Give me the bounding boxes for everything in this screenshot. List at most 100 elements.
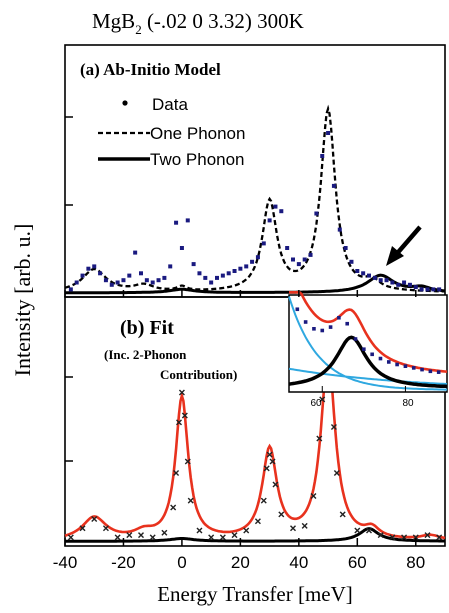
inset-data-point — [386, 360, 391, 364]
panel-b-note-line2: Contribution) — [160, 367, 237, 382]
data-point — [279, 209, 284, 214]
data-point — [79, 525, 86, 532]
data-point-stroke — [354, 527, 361, 534]
data-point — [102, 525, 109, 532]
data-point — [150, 280, 155, 285]
data-point — [226, 271, 231, 276]
figure-title: MgB2 (-.02 0 3.32) 300K — [92, 9, 304, 37]
data-point-stroke — [126, 532, 133, 539]
data-point — [260, 497, 267, 504]
data-point — [366, 527, 372, 534]
data-point — [191, 262, 196, 267]
data-point — [314, 211, 319, 216]
data-point — [372, 275, 377, 280]
data-point — [354, 527, 361, 534]
data-point — [244, 264, 249, 269]
data-point — [319, 396, 326, 403]
data-point — [109, 282, 114, 287]
data-point — [74, 280, 79, 285]
panel-b-frame — [64, 296, 446, 547]
data-point-stroke — [266, 451, 273, 458]
data-point — [187, 497, 194, 504]
data-point-stroke — [79, 525, 86, 532]
x-tick-label: -20 — [111, 553, 136, 572]
data-point — [114, 534, 121, 541]
data-point — [424, 532, 431, 539]
data-point — [269, 458, 276, 465]
data-point — [278, 511, 285, 518]
data-point-stroke — [138, 532, 144, 539]
data-point — [291, 257, 295, 262]
data-point — [67, 534, 74, 541]
inset-component-curve — [288, 296, 447, 391]
data-point — [436, 534, 443, 541]
inset-data-point — [303, 320, 308, 324]
data-point — [80, 273, 85, 278]
data-point-stroke — [269, 458, 276, 465]
data-point — [396, 282, 401, 287]
data-point — [402, 280, 407, 285]
data-point — [331, 183, 336, 188]
data-point — [413, 285, 418, 290]
panel-b-label: (b) Fit — [120, 317, 174, 339]
data-point — [139, 271, 143, 276]
legend-data-marker — [122, 100, 128, 106]
data-point — [127, 273, 132, 278]
data-point — [263, 465, 270, 472]
data-point — [238, 266, 243, 271]
data-point — [316, 435, 323, 442]
data-point-stroke — [184, 458, 191, 465]
data-point-stroke — [178, 389, 185, 396]
data-point — [273, 204, 278, 209]
data-point-stroke — [272, 481, 279, 488]
y-axis-label: Intensity [arb. u.] — [10, 224, 35, 377]
data-point — [285, 246, 290, 250]
data-point — [250, 259, 255, 264]
inset-data-point — [370, 352, 374, 357]
plot-a — [64, 104, 446, 295]
data-point — [355, 269, 360, 273]
data-point-stroke — [377, 532, 384, 539]
inset-data-point — [345, 321, 350, 326]
data-point — [133, 250, 138, 255]
data-point — [103, 278, 108, 283]
data-point — [184, 458, 191, 465]
data-point — [92, 264, 97, 269]
data-point — [185, 218, 190, 223]
data-point — [326, 131, 331, 135]
data-point — [126, 532, 133, 539]
data-point — [384, 278, 389, 283]
data-point — [407, 282, 412, 287]
data-point — [425, 287, 430, 292]
data-point — [431, 287, 436, 292]
data-point-stroke — [263, 465, 270, 472]
inset-data-point — [411, 366, 416, 370]
data-point — [174, 220, 179, 225]
data-point — [161, 529, 168, 536]
data-point-stroke — [366, 527, 372, 534]
data-point — [308, 252, 313, 257]
inset-data-point — [378, 356, 383, 361]
data-point — [91, 516, 98, 522]
data-point — [144, 278, 149, 283]
data-point-stroke — [243, 527, 250, 534]
legend: Data One Phonon Two Phonon — [98, 95, 245, 169]
inset-plot — [288, 291, 448, 392]
data-point — [378, 278, 383, 283]
data-point-stroke — [339, 511, 346, 518]
data-point-stroke — [176, 419, 182, 426]
data-point — [115, 280, 120, 285]
data-point — [215, 275, 219, 280]
data-point-stroke — [278, 511, 285, 518]
x-tick-label: 40 — [289, 553, 308, 572]
legend-two-phonon-label: Two Phonon — [150, 150, 245, 169]
x-axis-label: Energy Transfer [meV] — [157, 582, 353, 606]
data-point — [138, 532, 144, 539]
data-point — [267, 218, 272, 223]
data-point-stroke — [170, 504, 177, 511]
data-point — [176, 419, 182, 426]
series-line-one-phonon — [64, 104, 445, 293]
inset-data-point — [420, 367, 424, 372]
data-point-stroke — [389, 534, 396, 541]
